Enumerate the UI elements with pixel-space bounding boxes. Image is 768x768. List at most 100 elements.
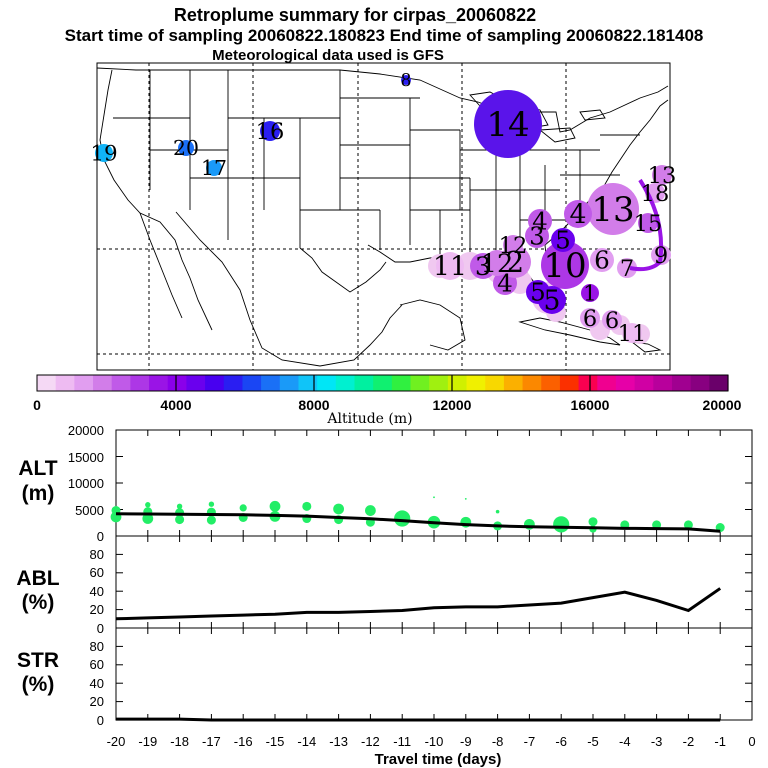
- alt-point: [464, 498, 467, 500]
- map-point-label: 10: [543, 246, 586, 286]
- alt-point: [394, 510, 411, 527]
- alt-point: [145, 502, 151, 508]
- map-point-circle: [436, 252, 464, 280]
- x-tick-label: -19: [138, 734, 157, 749]
- alt-point: [433, 496, 435, 499]
- map-point-circle: [474, 90, 542, 158]
- map-point-label: 4: [570, 199, 587, 230]
- map-point-circle: [622, 323, 642, 343]
- x-tick-label: -7: [524, 734, 536, 749]
- map-point-circle: [564, 200, 592, 228]
- alt-point: [302, 501, 312, 511]
- colorbar-cell: [503, 375, 524, 391]
- colorbar-cell: [167, 375, 188, 391]
- str-ytick-20: 20: [90, 694, 104, 709]
- map-point-label: 7: [620, 256, 634, 282]
- colorbar-cells: [37, 375, 729, 391]
- map-point-label: 8: [401, 71, 412, 91]
- colorbar-label: Altitude (m): [326, 411, 412, 427]
- alt-point: [365, 505, 376, 516]
- colorbar-cell: [149, 375, 169, 391]
- x-tick-label: -4: [619, 734, 631, 749]
- colorbar-cell: [279, 375, 300, 391]
- map-point-label: 15: [634, 211, 663, 237]
- colorbar-cell: [130, 375, 150, 391]
- map-point-label: 3: [529, 222, 545, 251]
- str-frame: [115, 627, 753, 721]
- alt-point: [495, 509, 500, 514]
- x-axis-label: Travel time (days): [375, 751, 502, 768]
- map-point-label: 3: [475, 252, 491, 282]
- x-tick-label: -1: [714, 734, 726, 749]
- colorbar-cell: [410, 375, 430, 391]
- colorbar-cell: [317, 375, 337, 391]
- x-tick-label: -13: [329, 734, 348, 749]
- alt-point: [333, 503, 344, 515]
- abl-frame: [115, 535, 753, 629]
- map-point-label: 16: [256, 119, 285, 145]
- colorbar-cell: [335, 375, 356, 391]
- abl-ytick-60: 60: [90, 565, 104, 580]
- colorbar-cell: [261, 375, 281, 391]
- str-axis-ticks: [115, 628, 753, 720]
- x-tick-label: -10: [425, 734, 444, 749]
- alt-point: [175, 515, 185, 525]
- alt-point: [269, 500, 281, 512]
- colorbar-cell: [373, 375, 393, 391]
- str-panel: STR (%) 80 60 40 20 0: [17, 627, 753, 728]
- alt-ytick-0: 0: [97, 529, 104, 544]
- abl-panel: ABL (%) 80 60 40 20 0: [16, 535, 753, 636]
- colorbar-cell: [541, 375, 561, 391]
- map-point-label: 1: [583, 282, 597, 307]
- abl-label-line1: ABL: [16, 567, 59, 590]
- map-point-circle: [638, 213, 658, 233]
- colorbar-cell: [559, 375, 580, 391]
- colorbar-cell: [709, 375, 729, 391]
- abl-ytick-20: 20: [90, 602, 104, 617]
- colorbar-cell: [690, 375, 710, 391]
- x-tick-label: -6: [555, 734, 567, 749]
- alt-ytick-10000: 10000: [68, 476, 104, 491]
- map-point-label: 17: [201, 156, 227, 180]
- x-tick-label: -17: [202, 734, 221, 749]
- map-point-label: 18: [641, 181, 670, 207]
- map-point-circle: [499, 246, 531, 278]
- map-point-label: 2: [506, 245, 524, 279]
- abl-ytick-0: 0: [97, 621, 104, 636]
- colorbar-tick-3: 12000: [433, 397, 472, 413]
- colorbar-cell: [298, 375, 318, 391]
- alt-point: [206, 515, 216, 525]
- title-line2: Start time of sampling 20060822.180823 E…: [65, 26, 704, 45]
- map-point-label: 11: [618, 321, 647, 347]
- colorbar-cell: [354, 375, 374, 391]
- map-point-label: 6: [594, 246, 610, 275]
- x-tick-label: -2: [683, 734, 695, 749]
- colorbar-cell: [466, 375, 486, 391]
- alt-point: [176, 503, 183, 510]
- map-trajectory-curve: [629, 178, 664, 272]
- colorbar: 0 4000 8000 12000 16000 20000 Altitude (…: [33, 374, 742, 427]
- str-ytick-60: 60: [90, 657, 104, 672]
- colorbar-cell: [186, 375, 206, 391]
- map-point-circle: [525, 224, 549, 248]
- x-tick-label: -9: [460, 734, 472, 749]
- alt-point: [553, 516, 570, 533]
- colorbar-cell: [522, 375, 542, 391]
- x-tick-label: 0: [748, 734, 755, 749]
- str-ytick-0: 0: [97, 713, 104, 728]
- alt-point: [683, 520, 693, 530]
- colorbar-cell: [578, 375, 598, 391]
- map-point-label: 5: [544, 285, 561, 316]
- map-point-label: 11: [433, 251, 467, 282]
- map-point-circle: [551, 228, 575, 252]
- map-point-label: 5: [530, 278, 546, 307]
- alt-point: [239, 504, 247, 512]
- x-tick-label: -20: [107, 734, 126, 749]
- map-point-label: 12: [499, 233, 528, 259]
- x-tick-label: -11: [393, 734, 411, 749]
- str-label-line1: STR: [17, 649, 59, 672]
- map-point-label: 9: [654, 243, 668, 269]
- colorbar-tick-1: 4000: [160, 397, 191, 413]
- str-ytick-80: 80: [90, 639, 104, 654]
- map-point-label: 4: [532, 207, 548, 236]
